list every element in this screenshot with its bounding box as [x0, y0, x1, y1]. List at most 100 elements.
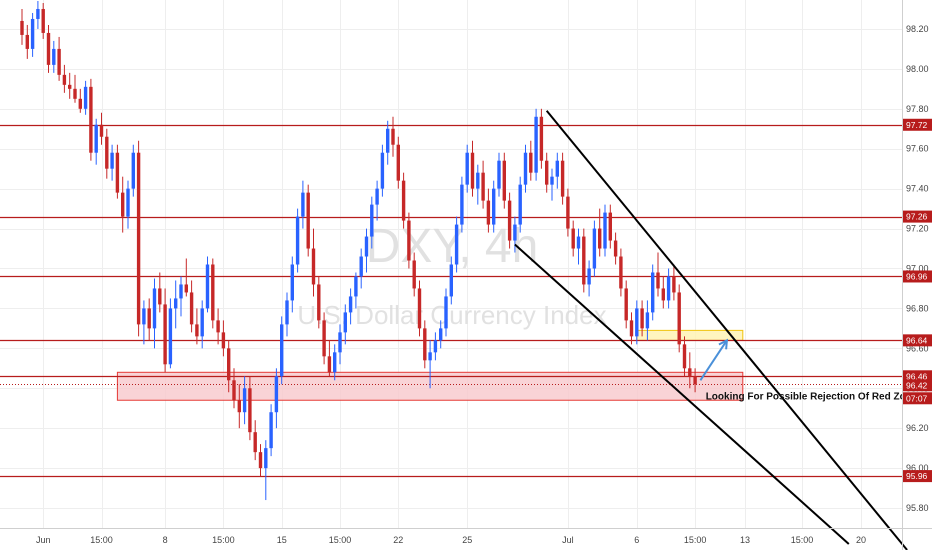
candle[interactable] — [449, 256, 453, 305]
candle[interactable] — [651, 264, 655, 321]
candle[interactable] — [444, 288, 448, 337]
candle[interactable] — [338, 324, 342, 365]
candle[interactable] — [624, 280, 628, 329]
candle[interactable] — [152, 278, 157, 349]
price-axis[interactable]: 98.20 98.00 97.80 97.60 97.40 97.20 97.00 96.80… — [906, 24, 929, 513]
candle[interactable] — [285, 292, 289, 337]
candle[interactable] — [401, 172, 406, 229]
candle[interactable] — [523, 144, 528, 193]
candle[interactable] — [189, 280, 194, 333]
candle[interactable] — [264, 440, 268, 501]
candle[interactable] — [147, 298, 151, 341]
candle[interactable] — [439, 320, 443, 349]
candle[interactable] — [454, 216, 459, 273]
candle[interactable] — [396, 136, 400, 189]
candle[interactable] — [370, 196, 374, 249]
candle[interactable] — [253, 420, 257, 461]
candle[interactable] — [677, 284, 681, 353]
candle[interactable] — [645, 300, 650, 341]
candle[interactable] — [163, 288, 167, 373]
candle[interactable] — [317, 276, 321, 329]
candle[interactable] — [62, 64, 67, 93]
candle[interactable] — [211, 258, 215, 329]
candle[interactable] — [52, 40, 56, 73]
annotation-text[interactable]: Looking For Possible Rejection Of Red Zo… — [706, 391, 918, 402]
candle[interactable] — [57, 36, 61, 81]
candle[interactable] — [470, 140, 475, 197]
candle[interactable] — [195, 308, 199, 345]
candle[interactable] — [121, 176, 125, 233]
candle[interactable] — [354, 272, 358, 309]
candle[interactable] — [20, 8, 24, 45]
candle[interactable] — [486, 188, 491, 233]
candle[interactable] — [89, 78, 93, 161]
candle[interactable] — [380, 144, 385, 197]
candle[interactable] — [529, 140, 533, 181]
arrow-shaft[interactable] — [699, 339, 728, 381]
candle[interactable] — [221, 320, 226, 357]
annotation[interactable]: Looking For Possible Rejection Of Red Zo… — [706, 391, 918, 402]
candle[interactable] — [545, 152, 549, 193]
candle[interactable] — [136, 140, 141, 337]
candle[interactable] — [417, 280, 422, 337]
candle[interactable] — [258, 444, 263, 477]
candle[interactable] — [46, 24, 51, 73]
candle[interactable] — [693, 368, 697, 393]
candle[interactable] — [682, 336, 687, 377]
candle[interactable] — [205, 256, 210, 313]
candle[interactable] — [333, 344, 337, 381]
candle[interactable] — [619, 248, 623, 297]
candle[interactable] — [274, 368, 279, 429]
candle[interactable] — [301, 180, 305, 229]
candle[interactable] — [688, 352, 692, 389]
candle[interactable] — [216, 308, 220, 345]
candle[interactable] — [391, 116, 395, 157]
candle[interactable] — [518, 176, 522, 233]
candle[interactable] — [306, 184, 310, 257]
candle[interactable] — [656, 252, 660, 297]
candle[interactable] — [566, 188, 570, 237]
candle[interactable] — [327, 340, 332, 377]
candle[interactable] — [433, 332, 438, 361]
lower-channel-line[interactable] — [514, 243, 850, 545]
candle[interactable] — [115, 144, 120, 199]
candle[interactable] — [232, 368, 236, 409]
candle[interactable] — [640, 300, 644, 337]
candle[interactable] — [200, 300, 204, 349]
candle[interactable] — [629, 312, 634, 345]
arrow-drawing[interactable] — [699, 338, 729, 381]
candle[interactable] — [30, 12, 35, 57]
candle[interactable] — [174, 280, 178, 329]
candle[interactable] — [386, 120, 390, 165]
arrow-head[interactable] — [718, 338, 729, 350]
candle[interactable] — [126, 180, 130, 229]
candle[interactable] — [179, 276, 183, 317]
candle[interactable] — [460, 176, 464, 233]
candle[interactable] — [73, 74, 77, 103]
candle[interactable] — [184, 258, 188, 297]
candle[interactable] — [428, 340, 432, 389]
candle[interactable] — [592, 220, 597, 277]
candle[interactable] — [555, 152, 559, 189]
candle[interactable] — [465, 144, 469, 193]
candle[interactable] — [661, 276, 665, 309]
candle[interactable] — [582, 228, 586, 293]
candle[interactable] — [227, 340, 231, 393]
candle[interactable] — [83, 80, 88, 115]
candle[interactable] — [168, 298, 173, 369]
candle[interactable] — [131, 144, 135, 197]
candle[interactable] — [142, 300, 146, 345]
candle[interactable] — [507, 192, 512, 249]
candle[interactable] — [534, 108, 538, 181]
candle[interactable] — [587, 260, 591, 297]
candle[interactable] — [36, 1, 40, 29]
candle[interactable] — [375, 180, 379, 221]
candle[interactable] — [576, 228, 581, 265]
candle[interactable] — [348, 288, 353, 325]
candle[interactable] — [407, 212, 411, 269]
candle[interactable] — [237, 384, 241, 429]
candle[interactable] — [248, 376, 252, 441]
candle[interactable] — [322, 312, 326, 365]
candle[interactable] — [666, 268, 671, 309]
candle[interactable] — [672, 264, 676, 301]
